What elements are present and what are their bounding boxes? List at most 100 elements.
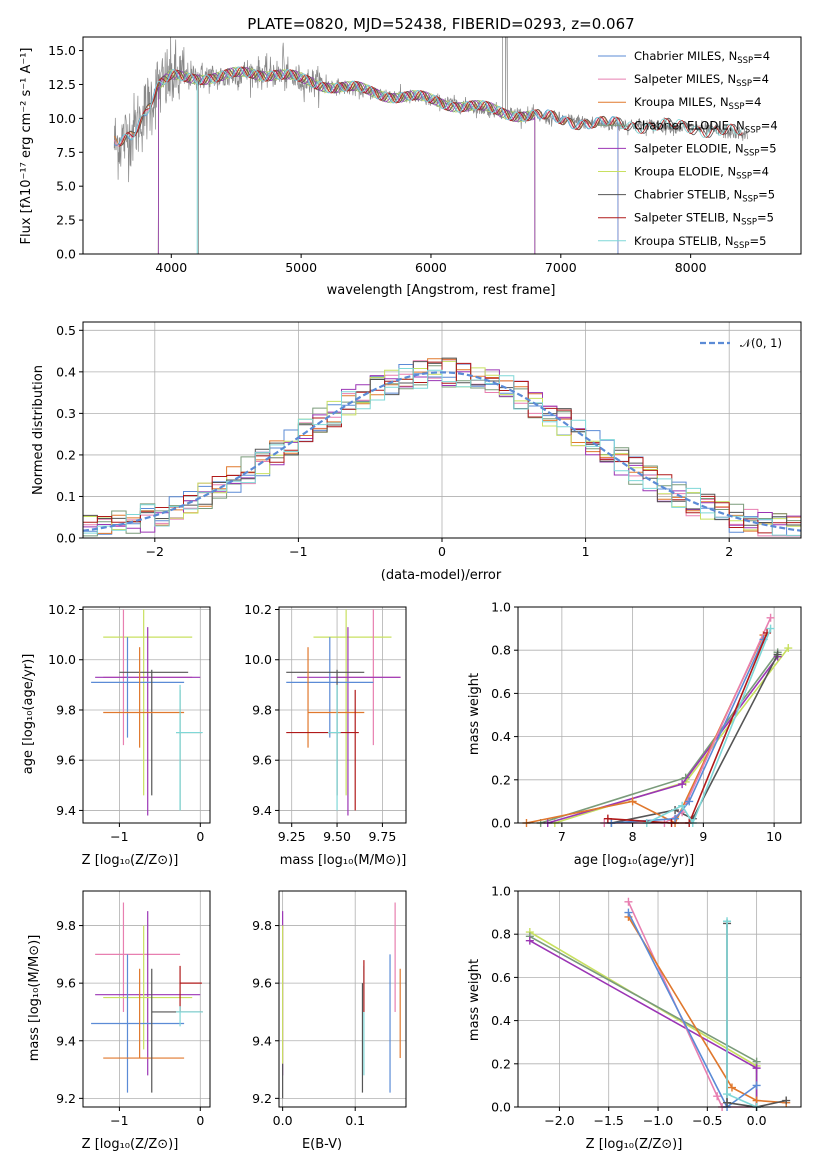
panel-frame (517, 890, 802, 1108)
y-tick-label: 0.2 (491, 1056, 511, 1071)
legend-label-salpeter_stelib: Salpeter STELIB, NSSP=5 (634, 211, 774, 228)
age-vs-mass-panel: 9.25 9.50 9.75 9.4 9.6 9.8 10.0 10.2 (244, 602, 407, 844)
mw-z-xlabel: Z [log₁₀(Z/Z⊙)] (586, 1137, 683, 1152)
histogram-kroupa_stelib (83, 368, 801, 536)
y-tick-label: 0.0 (491, 1100, 511, 1115)
x-tick-label: 5000 (285, 260, 317, 275)
x-tick-label: −2.0 (544, 1113, 574, 1128)
massweight-vs-age-panel: 7 8 9 10 0.0 0.2 0.4 0.6 0.8 1.0 (491, 600, 802, 844)
panel-frame (82, 606, 211, 824)
panel-frame (278, 606, 407, 824)
spectrum-panel: PLATE=0820, MJD=52438, FIBERID=0293, z=0… (19, 15, 802, 298)
y-tick-label: 0.8 (491, 643, 511, 658)
y-tick-label: 0.0 (56, 531, 76, 546)
y-tick-label: 9.8 (56, 918, 76, 933)
mass-z-xlabel: Z [log₁₀(Z/Z⊙)] (82, 1137, 179, 1152)
age-z-ylabel: age [log₁₀(age/yr)] (21, 654, 36, 775)
y-tick-label: 10.0 (48, 111, 76, 126)
x-tick-label: 4000 (155, 260, 187, 275)
marker-chabrier_stelib (723, 1098, 732, 1107)
y-tick-label: 0.4 (491, 1013, 511, 1028)
y-tick-label: 9.4 (56, 1033, 76, 1048)
legend-label-salpeter_miles: Salpeter MILES, NSSP=4 (634, 72, 769, 89)
model-salpeter_stelib (119, 66, 743, 147)
y-tick-label: 9.8 (252, 918, 272, 933)
histogram-salpeter_miles (83, 359, 801, 537)
x-tick-label: −0.5 (692, 1113, 722, 1128)
marker-kroupa_elodie (784, 644, 793, 653)
marker-chabrier_stelib (773, 650, 782, 659)
model-kroupa_stelib (119, 66, 743, 145)
marker-salpeter_elodie (525, 936, 534, 945)
legend-label-salpeter_elodie: Salpeter ELODIE, NSSP=5 (634, 141, 777, 158)
line-kroupa_stelib (646, 628, 772, 825)
y-tick-label: 0.0 (56, 247, 76, 262)
histogram-ylabel: Normed distribution (31, 365, 46, 495)
line-chabrier_elodie (529, 935, 758, 1107)
marker-kroupa_miles (727, 1083, 736, 1092)
legend-label-kroupa_elodie: Kroupa ELODIE, NSSP=4 (634, 165, 769, 182)
y-tick-label: 10.0 (244, 652, 272, 667)
line-chabrier_elodie (540, 651, 779, 824)
y-tick-label: 9.6 (56, 753, 76, 768)
y-tick-label: 1.0 (491, 884, 511, 899)
mw-z-ylabel: mass weight (467, 959, 482, 1041)
spectrum-ylabel: Flux [fλ10⁻¹⁷ erg cm⁻² s⁻¹ A⁻¹] (19, 48, 34, 245)
model-chabrier_elodie (157, 67, 536, 254)
y-tick-label: 1.0 (491, 600, 511, 615)
x-tick-label: 9.75 (368, 829, 396, 844)
model-kroupa_miles (113, 66, 619, 254)
marker-salpeter_elodie (678, 780, 687, 789)
y-tick-label: 10.2 (48, 602, 76, 617)
marker-salpeter_stelib (603, 814, 612, 823)
marker-kroupa_stelib (723, 1090, 732, 1099)
legend-label-kroupa_stelib: Kroupa STELIB, NSSP=5 (634, 234, 766, 251)
y-tick-label: 9.6 (56, 976, 76, 991)
y-tick-label: 9.4 (252, 1033, 272, 1048)
y-tick-label: 0.6 (491, 686, 511, 701)
y-tick-label: 0.5 (56, 323, 76, 338)
marker-kroupa_stelib (678, 801, 687, 810)
y-tick-label: 9.2 (252, 1091, 272, 1106)
y-tick-label: 10.0 (48, 652, 76, 667)
model-salpeter_elodie (157, 67, 536, 254)
y-tick-label: 0.1 (56, 489, 76, 504)
line-salpeter_miles (604, 617, 772, 824)
y-tick-label: 15.0 (48, 43, 76, 58)
x-tick-label: −1.0 (643, 1113, 673, 1128)
model-kroupa_elodie (157, 66, 536, 254)
line-kroupa_stelib (726, 921, 757, 1108)
spectrum-frame (82, 36, 802, 255)
x-tick-label: −1 (110, 829, 128, 844)
marker-kroupa_miles (628, 797, 637, 806)
y-tick-label: 0.8 (491, 927, 511, 942)
line-chabrier_stelib (611, 654, 779, 824)
x-tick-label: 9.50 (323, 829, 351, 844)
x-tick-label: 9.25 (278, 829, 306, 844)
marker-salpeter_miles (713, 1092, 722, 1101)
marker-salpeter_miles (624, 897, 633, 906)
y-tick-label: 9.4 (252, 803, 272, 818)
y-tick-label: 9.8 (56, 702, 76, 717)
line-salpeter_elodie (529, 940, 758, 1107)
x-tick-label: 8 (629, 829, 637, 844)
marker-chabrier_miles (624, 908, 633, 917)
x-tick-label: 8000 (675, 260, 707, 275)
legend-label-chabrier_elodie: Chabrier ELODIE, NSSP=4 (634, 118, 778, 135)
mass-vs-ebv-panel: 0.0 0.1 9.2 9.4 9.6 9.8 (252, 890, 407, 1128)
x-tick-label: 10 (766, 829, 782, 844)
spectrum-xlabel: wavelength [Angstrom, rest frame] (327, 283, 556, 298)
y-tick-label: 7.5 (56, 145, 76, 160)
mass-ebv-xlabel: E(B-V) (302, 1137, 342, 1152)
panel-frame (278, 890, 407, 1108)
histogram-xlabel: (data-model)/error (381, 568, 502, 583)
y-tick-label: 9.6 (252, 976, 272, 991)
y-tick-label: 9.8 (252, 702, 272, 717)
age-mass-xlabel: mass [log₁₀(M/M⊙)] (280, 853, 407, 868)
marker-chabrier_miles (752, 1081, 761, 1090)
histogram-legend-label: 𝒩(0, 1) (740, 336, 782, 350)
y-tick-label: 0.2 (491, 772, 511, 787)
x-tick-label: 6000 (415, 260, 447, 275)
x-tick-label: 0 (196, 1113, 204, 1128)
x-tick-label: 9 (699, 829, 707, 844)
